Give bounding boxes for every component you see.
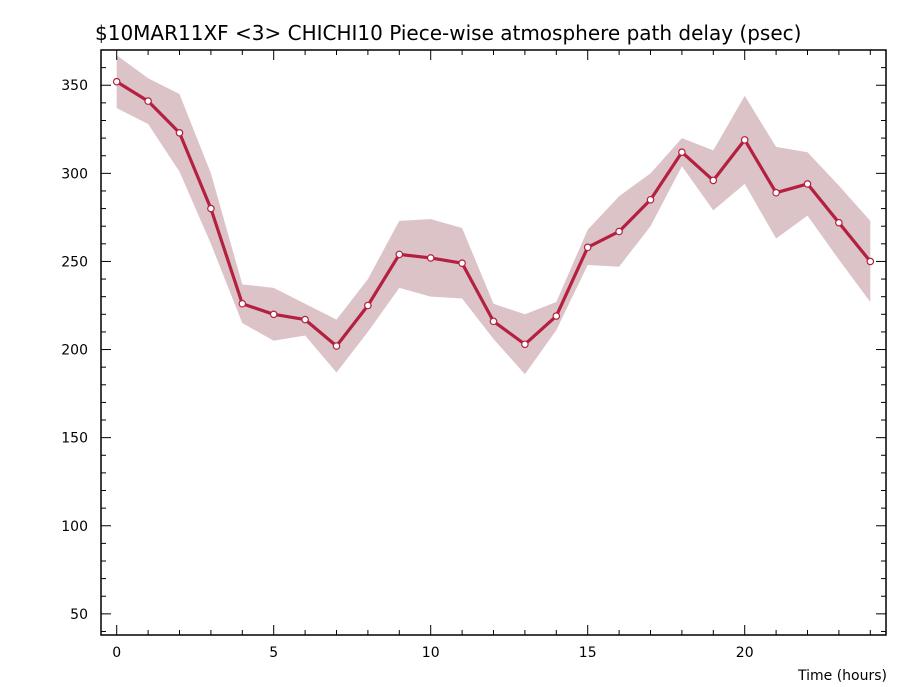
x-tick-label: 20 [736, 645, 754, 661]
chart-title: $10MAR11XF <3> CHICHI10 Piece-wise atmos… [95, 21, 801, 45]
y-tick-label: 200 [61, 343, 88, 359]
x-tick-label: 10 [422, 645, 440, 661]
data-point [583, 243, 592, 252]
y-tick-label: 250 [61, 254, 88, 270]
data-point [835, 218, 843, 227]
data-point [395, 250, 404, 259]
data-point [112, 77, 121, 86]
x-tick-label: 5 [269, 645, 278, 661]
y-tick-label: 100 [61, 519, 88, 535]
y-tick-label: 50 [70, 607, 88, 623]
data-point [458, 259, 466, 268]
data-point [772, 188, 780, 197]
data-point [175, 129, 184, 137]
y-tick-label: 350 [61, 78, 88, 94]
data-point-layer [112, 77, 875, 350]
x-axis-label: Time (hours) [797, 668, 887, 684]
uncertainty-band [116, 55, 871, 375]
data-point [678, 148, 686, 156]
data-point [332, 342, 341, 350]
data-point [646, 195, 655, 204]
data-point [144, 97, 152, 105]
axis-tick-labels: 0 5 10 15 20 50 100 150 200 250 300 350 [61, 78, 753, 661]
data-point [301, 315, 309, 324]
axis-ticks [101, 49, 886, 635]
y-tick-label: 300 [61, 166, 88, 182]
y-tick-label: 150 [61, 431, 88, 447]
data-point [364, 301, 372, 310]
data-point [207, 204, 215, 213]
data-point [489, 317, 498, 326]
uncertainty-band-layer [116, 55, 871, 375]
data-point [521, 340, 529, 349]
x-tick-label: 0 [112, 645, 121, 661]
data-point [238, 299, 247, 308]
data-point [740, 136, 749, 144]
data-point [552, 312, 561, 320]
data-point [269, 310, 278, 319]
data-point [803, 180, 812, 188]
x-tick-label: 15 [579, 645, 597, 661]
data-point [426, 254, 435, 262]
data-point [615, 227, 623, 236]
data-point [866, 257, 875, 266]
data-point [709, 176, 718, 185]
